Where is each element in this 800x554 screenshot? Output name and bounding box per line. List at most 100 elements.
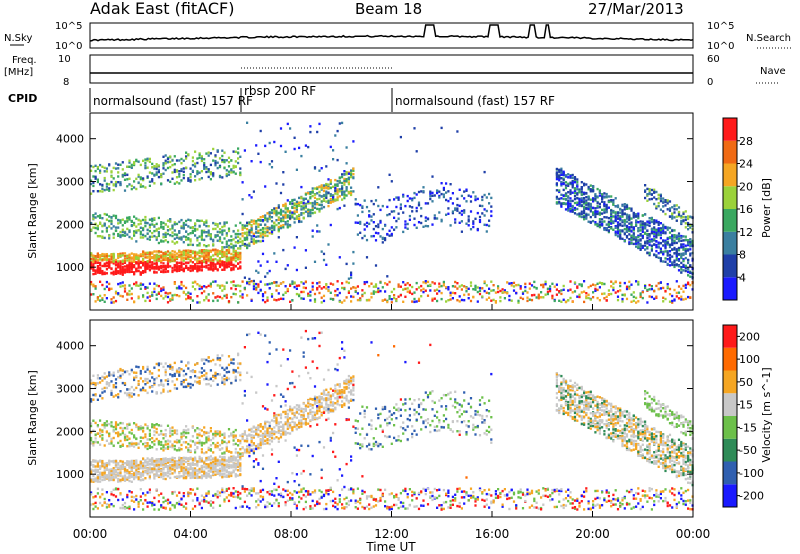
data-cell bbox=[190, 293, 192, 295]
data-cell bbox=[196, 237, 198, 239]
data-cell bbox=[233, 247, 235, 249]
data-cell bbox=[682, 266, 684, 268]
data-cell bbox=[404, 284, 406, 286]
data-cell bbox=[321, 250, 323, 252]
data-cell bbox=[180, 266, 182, 268]
data-cell bbox=[282, 298, 284, 300]
data-cell bbox=[685, 236, 687, 238]
data-cell bbox=[97, 471, 99, 473]
data-cell bbox=[346, 178, 348, 180]
data-cell bbox=[239, 172, 241, 174]
data-cell bbox=[590, 184, 592, 186]
data-cell bbox=[99, 222, 101, 224]
data-cell bbox=[612, 220, 614, 222]
data-cell bbox=[434, 217, 436, 219]
data-cell bbox=[233, 280, 235, 282]
data-cell bbox=[264, 231, 266, 233]
data-cell bbox=[162, 173, 164, 175]
data-cell bbox=[581, 193, 583, 195]
data-cell bbox=[271, 295, 273, 297]
data-cell bbox=[294, 210, 296, 212]
data-cell bbox=[178, 265, 180, 267]
power-heatmap bbox=[90, 122, 694, 304]
data-cell bbox=[373, 290, 375, 292]
data-cell bbox=[572, 291, 574, 293]
data-cell bbox=[246, 234, 248, 236]
data-cell bbox=[400, 136, 402, 138]
data-cell bbox=[147, 264, 149, 266]
data-cell bbox=[237, 301, 239, 303]
data-cell bbox=[601, 293, 603, 295]
data-cell bbox=[124, 255, 126, 257]
data-cell bbox=[214, 258, 216, 260]
data-cell bbox=[174, 269, 176, 271]
data-cell bbox=[287, 264, 289, 266]
data-cell bbox=[687, 215, 689, 217]
data-cell bbox=[341, 173, 343, 175]
data-cell bbox=[122, 161, 124, 163]
data-cell bbox=[488, 292, 490, 294]
data-cell bbox=[235, 160, 237, 162]
data-cell bbox=[106, 503, 108, 505]
data-cell bbox=[131, 256, 133, 258]
data-cell bbox=[635, 245, 637, 247]
data-cell bbox=[99, 272, 101, 274]
data-cell bbox=[208, 151, 210, 153]
data-cell bbox=[660, 234, 662, 236]
data-cell bbox=[563, 183, 565, 185]
data-cell bbox=[341, 282, 343, 284]
data-cell bbox=[99, 472, 101, 474]
data-cell bbox=[99, 264, 101, 266]
data-cell bbox=[411, 286, 413, 288]
data-cell bbox=[563, 171, 565, 173]
data-cell bbox=[472, 288, 474, 290]
data-cell bbox=[101, 273, 103, 275]
data-cell bbox=[305, 281, 307, 283]
data-cell bbox=[92, 441, 94, 443]
data-cell bbox=[409, 284, 411, 286]
data-cell bbox=[235, 151, 237, 153]
data-cell bbox=[147, 222, 149, 224]
data-cell bbox=[108, 183, 110, 185]
data-cell bbox=[242, 240, 244, 242]
data-cell bbox=[133, 234, 135, 236]
data-cell bbox=[314, 193, 316, 195]
data-cell bbox=[588, 214, 590, 216]
data-cell bbox=[205, 259, 207, 261]
data-cell bbox=[101, 188, 103, 190]
data-cell bbox=[223, 251, 225, 253]
data-cell bbox=[230, 257, 232, 259]
data-cell bbox=[438, 283, 440, 285]
data-cell bbox=[413, 197, 415, 199]
data-cell bbox=[226, 221, 228, 223]
data-cell bbox=[201, 266, 203, 268]
data-cell bbox=[642, 291, 644, 293]
data-cell bbox=[610, 285, 612, 287]
data-cell bbox=[219, 166, 221, 168]
data-cell bbox=[106, 255, 108, 257]
data-cell bbox=[108, 187, 110, 189]
data-cell bbox=[572, 177, 574, 179]
data-cell bbox=[578, 190, 580, 192]
data-cell bbox=[608, 207, 610, 209]
data-cell bbox=[92, 375, 94, 377]
data-cell bbox=[660, 248, 662, 250]
data-cell bbox=[486, 210, 488, 212]
data-cell bbox=[422, 186, 424, 188]
data-cell bbox=[110, 256, 112, 258]
data-cell bbox=[187, 258, 189, 260]
data-cell bbox=[682, 216, 684, 218]
data-cell bbox=[95, 437, 97, 439]
data-cell bbox=[640, 292, 642, 294]
data-cell bbox=[106, 183, 108, 185]
data-cell bbox=[536, 296, 538, 298]
data-cell bbox=[450, 183, 452, 185]
data-cell bbox=[104, 265, 106, 267]
data-cell bbox=[97, 266, 99, 268]
data-cell bbox=[660, 195, 662, 197]
data-cell bbox=[205, 249, 207, 251]
data-cell bbox=[149, 226, 151, 228]
data-cell bbox=[603, 196, 605, 198]
data-cell bbox=[312, 187, 314, 189]
data-cell bbox=[147, 229, 149, 231]
